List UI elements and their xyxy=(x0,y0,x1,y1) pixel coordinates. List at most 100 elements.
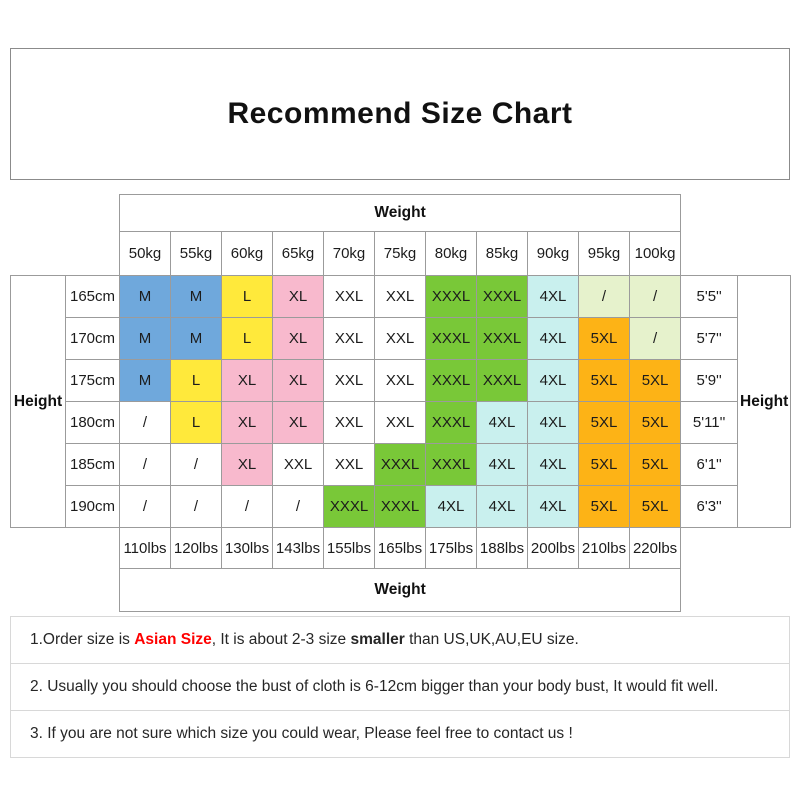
height-ft-cell: 5'9'' xyxy=(680,359,739,402)
size-cell: / xyxy=(170,485,222,528)
weight-bottom-row: Weight xyxy=(11,568,791,612)
size-cell: 5XL xyxy=(578,359,630,402)
note-1-segment: Asian Size xyxy=(134,631,212,648)
note-2-text: 2. Usually you should choose the bust of… xyxy=(30,678,719,695)
size-cell: XXXL xyxy=(476,359,528,402)
weight-kg-cell: 70kg xyxy=(323,231,375,276)
size-cell: XXXL xyxy=(374,443,426,486)
height-row: Height 165cm M M L XL XXL XXL XXXL XXXL 4XL //5'5''… xyxy=(10,275,792,528)
size-cell: 5XL xyxy=(628,401,682,444)
size-cell: L xyxy=(170,359,222,402)
height-ft-cell: 5'7'' xyxy=(680,317,739,360)
spacer-cell xyxy=(681,528,791,569)
weight-top-row: Weight xyxy=(11,194,791,232)
height-row: 175cm M L XL XL XXL XXL XXXL XXXL 4XL 5XL 5XL 5'9'' xyxy=(11,359,791,402)
note-1-segment: than US,UK,AU,EU size. xyxy=(404,631,579,648)
weight-lbs-cell: 130lbs xyxy=(221,527,273,569)
size-cell: XXXL xyxy=(323,485,375,528)
weight-bottom-label: Weight xyxy=(118,568,682,612)
weight-lbs-cell: 110lbs xyxy=(119,527,171,569)
size-table-body: Weight 50kg 55kg 60kg 65kg 70kg 75kg 80kg 85kg 90… xyxy=(10,194,792,612)
size-cell: 5XL xyxy=(578,401,630,444)
note-1-segment: , It is about 2-3 size xyxy=(211,631,351,648)
size-cell: XXXL xyxy=(425,401,477,444)
height-row: 170cm M M L XL XXL XXL XXXL XXXL 4XL 5XL/5'7'' xyxy=(11,317,791,360)
size-cell: / xyxy=(119,485,171,528)
size-cell: XXL xyxy=(323,401,375,444)
note-1-segment: smaller xyxy=(350,631,405,648)
size-cell: XXL xyxy=(323,317,375,360)
note-1-segment: 1.Order size is xyxy=(30,631,135,648)
size-cell: 4XL xyxy=(527,443,579,486)
note-3-text: 3. If you are not sure which size you co… xyxy=(30,725,573,742)
height-ft-cell: 5'5'' xyxy=(680,275,739,318)
spacer-cell xyxy=(681,195,791,232)
size-cell: / xyxy=(119,401,171,444)
size-cell: 4XL xyxy=(527,359,579,402)
height-cm-cell: 185cm xyxy=(65,443,120,486)
weight-kg-cell: 100kg xyxy=(628,231,682,276)
weight-top-label: Weight xyxy=(118,194,682,232)
size-cell: XL xyxy=(272,275,324,318)
height-row: 190cm / / / / XXXL XXXL 4XL 4XL 4XL 5XL 5XL 6'3'' xyxy=(11,485,791,528)
weight-kg-cell: 55kg xyxy=(170,231,222,276)
weight-lbs-cell: 188lbs xyxy=(476,527,528,569)
size-cell: L xyxy=(221,317,273,360)
size-cell: XXL xyxy=(374,401,426,444)
size-cell: XXL xyxy=(374,275,426,318)
weight-kg-cell: 75kg xyxy=(374,231,426,276)
size-cell: 5XL xyxy=(628,359,682,402)
size-cell: XL xyxy=(272,401,324,444)
size-cell: M xyxy=(119,275,171,318)
height-cm-cell: 190cm xyxy=(65,485,120,528)
size-cell: / xyxy=(578,275,630,318)
title-box: Recommend Size Chart xyxy=(10,48,790,180)
size-cell: / xyxy=(272,485,324,528)
note-1: 1.Order size is Asian Size, It is about … xyxy=(11,617,789,664)
size-cell: XL xyxy=(221,359,273,402)
spacer-cell xyxy=(681,232,791,276)
size-cell: 4XL xyxy=(476,485,528,528)
weight-lbs-cell: 143lbs xyxy=(272,527,324,569)
height-ft-cell: 6'1'' xyxy=(680,443,739,486)
size-cell: XXXL xyxy=(425,275,477,318)
height-ft-cell: 6'3'' xyxy=(680,485,739,528)
size-cell: XXL xyxy=(374,317,426,360)
note-1-text: 1.Order size is Asian Size, It is about … xyxy=(30,631,579,649)
weight-kg-cell: 90kg xyxy=(527,231,579,276)
weight-kg-cell: 50kg xyxy=(119,231,171,276)
weight-lbs-cell: 200lbs xyxy=(527,527,579,569)
size-cell: XL xyxy=(272,317,324,360)
weight-lbs-cell: 165lbs xyxy=(374,527,426,569)
weight-kg-cell: 85kg xyxy=(476,231,528,276)
size-cell: XXXL xyxy=(476,275,528,318)
weight-lbs-row: 110lbs 120lbs 130lbs 143lbs 155lbs 165lbs 175l… xyxy=(11,527,791,569)
size-cell: XXL xyxy=(323,443,375,486)
height-cm-cell: 175cm xyxy=(65,359,120,402)
size-cell: M xyxy=(119,317,171,360)
size-cell: XXXL xyxy=(476,317,528,360)
size-cell: M xyxy=(170,275,222,318)
height-row: 185cm / / XL XXL XXL XXXL XXXL 4XL 4XL 5XL 5XL 6'1'' xyxy=(11,443,791,486)
size-table: Weight 50kg 55kg 60kg 65kg 70kg 75kg 80kg 85kg 90… xyxy=(10,194,792,612)
size-cell: XXXL xyxy=(425,317,477,360)
size-cell: XL xyxy=(272,359,324,402)
size-cell: XXL xyxy=(323,275,375,318)
weight-lbs-cell: 210lbs xyxy=(578,527,630,569)
size-cell: XXXL xyxy=(425,443,477,486)
spacer-cell xyxy=(11,232,120,276)
size-cell: XXXL xyxy=(425,359,477,402)
note-3: 3. If you are not sure which size you co… xyxy=(11,711,789,757)
size-cell: M xyxy=(170,317,222,360)
size-cell: L xyxy=(170,401,222,444)
weight-kg-cell: 60kg xyxy=(221,231,273,276)
spacer-cell xyxy=(11,528,120,569)
weight-lbs-cell: 220lbs xyxy=(628,527,682,569)
spacer-cell xyxy=(681,569,791,612)
size-cell: XXL xyxy=(272,443,324,486)
size-cell: 4XL xyxy=(476,443,528,486)
size-cell: 4XL xyxy=(527,485,579,528)
height-cm-cell: 165cm xyxy=(65,275,120,318)
height-cm-cell: 170cm xyxy=(65,317,120,360)
